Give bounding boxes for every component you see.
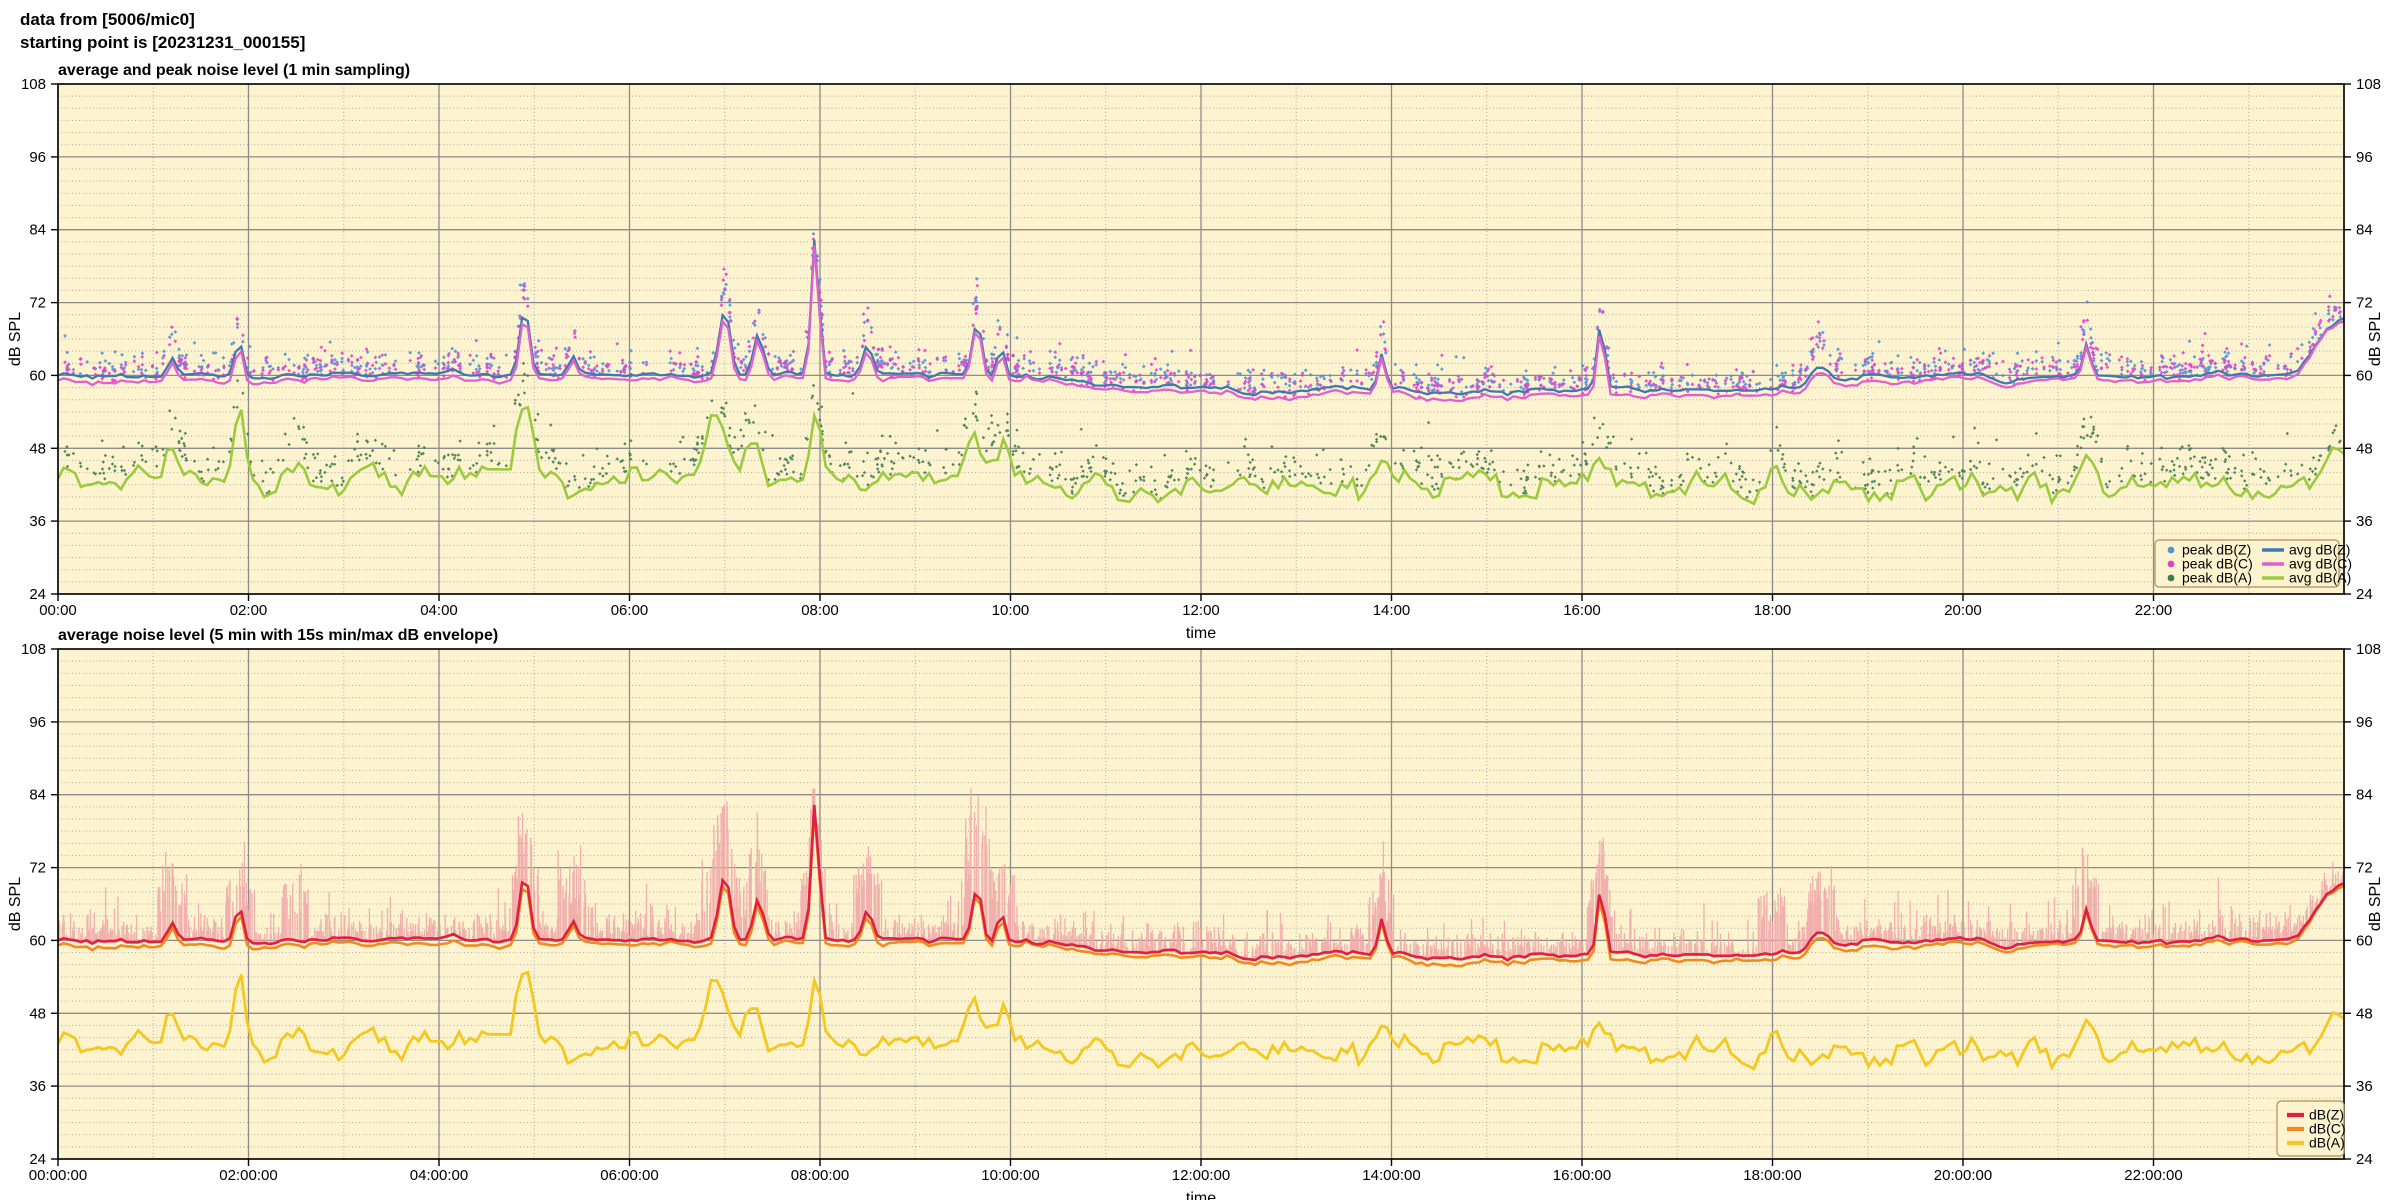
svg-text:48: 48 — [29, 1005, 46, 1022]
svg-text:08:00:00: 08:00:00 — [791, 1167, 849, 1184]
svg-text:14:00:00: 14:00:00 — [1362, 1167, 1420, 1184]
svg-text:dB SPL: dB SPL — [7, 877, 24, 931]
svg-text:16:00: 16:00 — [1563, 602, 1601, 619]
svg-text:48: 48 — [29, 440, 46, 457]
svg-text:72: 72 — [29, 860, 46, 877]
svg-text:60: 60 — [2356, 932, 2373, 949]
svg-text:84: 84 — [29, 222, 46, 239]
svg-text:36: 36 — [2356, 1078, 2373, 1095]
svg-text:12:00:00: 12:00:00 — [1172, 1167, 1230, 1184]
svg-text:108: 108 — [21, 641, 46, 658]
svg-text:24: 24 — [2356, 1151, 2373, 1168]
svg-text:06:00: 06:00 — [611, 602, 649, 619]
svg-text:36: 36 — [2356, 513, 2373, 530]
svg-text:08:00: 08:00 — [801, 602, 839, 619]
svg-text:84: 84 — [29, 787, 46, 804]
svg-text:16:00:00: 16:00:00 — [1553, 1167, 1611, 1184]
svg-text:60: 60 — [29, 367, 46, 384]
svg-text:20:00:00: 20:00:00 — [1934, 1167, 1992, 1184]
svg-text:time: time — [1186, 1190, 1216, 1200]
svg-text:04:00:00: 04:00:00 — [410, 1167, 468, 1184]
svg-text:peak dB(A): peak dB(A) — [2182, 570, 2252, 586]
svg-text:60: 60 — [2356, 367, 2373, 384]
svg-text:96: 96 — [2356, 149, 2373, 166]
svg-text:48: 48 — [2356, 440, 2373, 457]
svg-text:96: 96 — [2356, 714, 2373, 731]
svg-text:22:00: 22:00 — [2135, 602, 2173, 619]
svg-text:14:00: 14:00 — [1373, 602, 1411, 619]
svg-text:72: 72 — [2356, 295, 2373, 312]
svg-text:20:00: 20:00 — [1944, 602, 1982, 619]
svg-text:24: 24 — [29, 1151, 46, 1168]
svg-text:02:00: 02:00 — [230, 602, 268, 619]
svg-text:time: time — [1186, 625, 1216, 642]
svg-text:12:00: 12:00 — [1182, 602, 1220, 619]
svg-text:72: 72 — [29, 295, 46, 312]
svg-text:48: 48 — [2356, 1005, 2373, 1022]
svg-text:10:00:00: 10:00:00 — [981, 1167, 1039, 1184]
svg-text:96: 96 — [29, 714, 46, 731]
svg-text:24: 24 — [29, 586, 46, 603]
svg-text:06:00:00: 06:00:00 — [600, 1167, 658, 1184]
svg-text:dB SPL: dB SPL — [2367, 877, 2384, 931]
svg-text:02:00:00: 02:00:00 — [219, 1167, 277, 1184]
svg-text:avg dB(A): avg dB(A) — [2289, 570, 2351, 586]
svg-text:108: 108 — [2356, 76, 2381, 93]
svg-text:dB(A): dB(A) — [2309, 1135, 2345, 1151]
svg-text:84: 84 — [2356, 222, 2373, 239]
svg-text:dB SPL: dB SPL — [2367, 312, 2384, 366]
svg-text:60: 60 — [29, 932, 46, 949]
svg-text:18:00: 18:00 — [1754, 602, 1792, 619]
svg-text:96: 96 — [29, 149, 46, 166]
svg-text:00:00: 00:00 — [39, 602, 77, 619]
svg-text:108: 108 — [21, 76, 46, 93]
svg-text:dB SPL: dB SPL — [7, 312, 24, 366]
svg-text:84: 84 — [2356, 787, 2373, 804]
svg-text:22:00:00: 22:00:00 — [2124, 1167, 2182, 1184]
svg-text:36: 36 — [29, 1078, 46, 1095]
svg-text:36: 36 — [29, 513, 46, 530]
svg-text:72: 72 — [2356, 860, 2373, 877]
svg-text:10:00: 10:00 — [992, 602, 1030, 619]
svg-text:04:00: 04:00 — [420, 602, 458, 619]
svg-text:00:00:00: 00:00:00 — [29, 1167, 87, 1184]
svg-text:18:00:00: 18:00:00 — [1743, 1167, 1801, 1184]
svg-text:108: 108 — [2356, 641, 2381, 658]
svg-text:24: 24 — [2356, 586, 2373, 603]
